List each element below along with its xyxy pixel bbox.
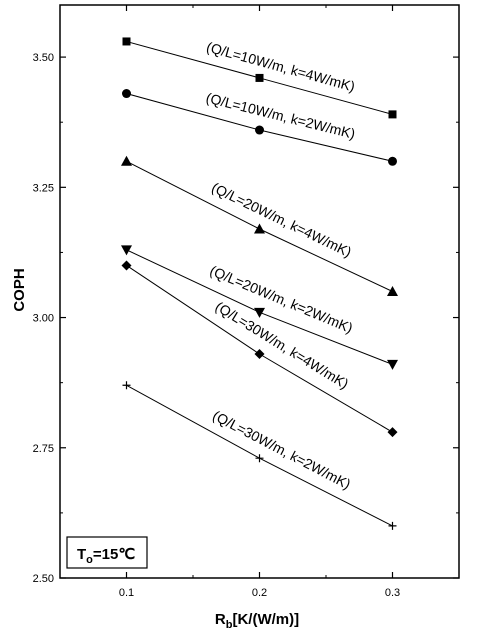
triangle-up-marker: [254, 223, 265, 234]
triangle-up-marker: [121, 155, 132, 166]
diamond-marker: [121, 260, 132, 271]
triangle-down-marker: [254, 307, 265, 318]
circle-marker: [255, 125, 264, 135]
x-axis-title-sub: b: [226, 619, 233, 631]
condition-main: T: [77, 546, 86, 563]
x-tick-label: 0.3: [385, 587, 400, 599]
series-label: (Q/L=30W/m, k=2W/mK): [210, 407, 353, 492]
x-tick-label: 0.1: [119, 587, 134, 599]
y-axis-title: COPH: [11, 268, 28, 311]
triangle-up-marker: [387, 286, 398, 296]
y-tick-label: 3.25: [33, 182, 54, 194]
diamond-marker: [387, 427, 398, 438]
diamond-marker: [254, 349, 265, 360]
series-line: [126, 249, 393, 365]
circle-marker: [122, 89, 131, 99]
condition-box: To=15℃: [66, 536, 148, 569]
square-marker: [255, 73, 264, 82]
y-tick-label: 2.75: [33, 443, 54, 455]
plus-marker: [122, 381, 131, 390]
y-tick-label: 3.00: [33, 313, 54, 325]
condition-box-frame: [66, 536, 148, 569]
series-label: (Q/L=20W/m, k=2W/mK): [208, 262, 356, 336]
series-3: (Q/L=20W/m, k=4W/mK): [121, 155, 398, 296]
series-label: (Q/L=10W/m, k=4W/mK): [205, 39, 357, 95]
condition-rest: =15℃: [93, 546, 135, 563]
x-axis-title-rest: [K/(W/m)]: [232, 611, 299, 628]
x-axis-title-main: R: [215, 611, 226, 628]
square-marker: [388, 110, 397, 119]
square-marker: [122, 37, 131, 46]
plus-marker: [388, 521, 397, 530]
condition-sub: o: [86, 554, 93, 566]
x-axis-title: Rb[K/(W/m)]: [215, 611, 299, 631]
y-tick-label: 3.50: [33, 52, 54, 64]
series-label: (Q/L=10W/m, k=2W/mK): [204, 89, 357, 141]
y-tick-label: 2.50: [33, 573, 54, 585]
plus-marker: [255, 454, 264, 463]
x-tick-label: 0.2: [252, 587, 267, 599]
series-layer: (Q/L=10W/m, k=4W/mK)(Q/L=10W/m, k=2W/mK)…: [121, 37, 398, 530]
axis-ticks: 0.1 0.2 0.3 2.50 2.75 3.00 3.25 3.50: [33, 5, 459, 599]
triangle-down-marker: [387, 359, 398, 370]
condition-text: To=15℃: [77, 546, 135, 566]
series-6: (Q/L=30W/m, k=2W/mK): [122, 381, 397, 530]
circle-marker: [388, 156, 397, 166]
series-label: (Q/L=20W/m, k=4W/mK): [209, 179, 354, 260]
series-2: (Q/L=10W/m, k=2W/mK): [122, 89, 397, 166]
triangle-down-marker: [121, 245, 132, 256]
